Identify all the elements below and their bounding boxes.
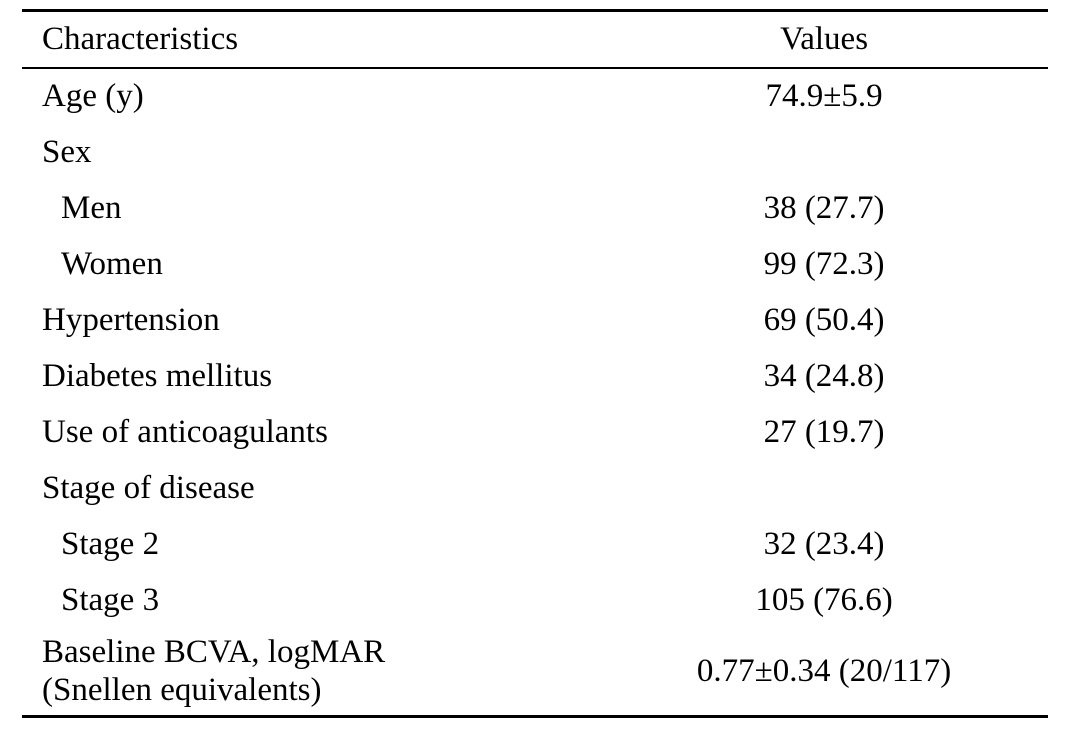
row-label-line-2: (Snellen equivalents) [42, 672, 322, 708]
row-value: 74.9±5.9 [765, 78, 883, 115]
row-label: Men [61, 190, 122, 227]
table-row: Hypertension 69 (50.4) [22, 293, 1048, 349]
row-label: Use of anticoagulants [42, 414, 328, 451]
table-row: Stage of disease [22, 461, 1048, 517]
table-row: Men 38 (27.7) [22, 181, 1048, 237]
row-label: Baseline BCVA, logMAR (Snellen equivalen… [22, 629, 600, 717]
table-body: Age (y) 74.9±5.9 Sex Men 38 (27.7) Women… [22, 68, 1048, 717]
row-value: 0.77±0.34 (20/117) [696, 653, 952, 690]
row-value: 38 (27.7) [763, 190, 885, 227]
row-label: Stage of disease [42, 470, 255, 507]
characteristics-table-container: Characteristics Values Age (y) 74.9±5.9 … [22, 9, 1048, 718]
table-header: Characteristics Values [22, 10, 1048, 68]
table-row: Stage 3 105 (76.6) [22, 573, 1048, 629]
table-row: Women 99 (72.3) [22, 237, 1048, 293]
header-row: Characteristics Values [22, 10, 1048, 68]
header-values: Values [780, 20, 869, 57]
row-value [600, 461, 1048, 517]
row-label: Diabetes mellitus [42, 358, 273, 395]
row-label: Stage 2 [61, 526, 160, 563]
row-label: Hypertension [42, 302, 220, 339]
table-row: Diabetes mellitus 34 (24.8) [22, 349, 1048, 405]
table-row: Sex [22, 125, 1048, 181]
row-value: 27 (19.7) [763, 414, 885, 451]
row-label: Age (y) [42, 78, 144, 115]
characteristics-table: Characteristics Values Age (y) 74.9±5.9 … [22, 9, 1048, 718]
row-value: 32 (23.4) [763, 526, 885, 563]
table-row: Age (y) 74.9±5.9 [22, 68, 1048, 125]
header-characteristics: Characteristics [42, 20, 239, 57]
table-row: Baseline BCVA, logMAR (Snellen equivalen… [22, 629, 1048, 717]
table-row: Stage 2 32 (23.4) [22, 517, 1048, 573]
row-value [600, 125, 1048, 181]
row-label: Sex [42, 134, 92, 171]
row-value: 69 (50.4) [763, 302, 885, 339]
row-value: 34 (24.8) [763, 358, 885, 395]
row-label: Women [61, 246, 163, 283]
row-label: Stage 3 [61, 582, 160, 619]
row-value: 99 (72.3) [763, 246, 885, 283]
table-row: Use of anticoagulants 27 (19.7) [22, 405, 1048, 461]
row-label-line-1: Baseline BCVA, logMAR [42, 634, 386, 671]
row-value: 105 (76.6) [755, 582, 893, 619]
